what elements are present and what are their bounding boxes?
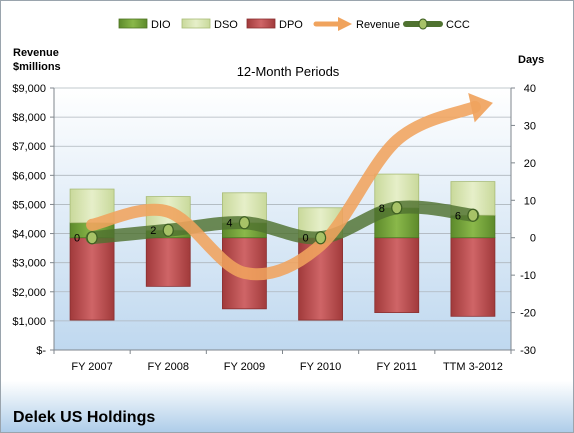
left-tick-label: $8,000 [12, 112, 46, 124]
right-tick-label: 40 [524, 83, 536, 95]
ccc-marker-4 [391, 201, 403, 215]
ccc-marker-5 [467, 208, 479, 222]
left-tick-label: $7,000 [12, 141, 46, 153]
legend-label-ccc: CCC [446, 19, 470, 31]
left-tick-label: $9,000 [12, 83, 46, 95]
legend-label-dio: DIO [151, 19, 171, 31]
right-tick-label: 0 [530, 233, 536, 245]
left-tick-label: $4,000 [12, 229, 46, 241]
ccc-data-label-3: 0 [303, 233, 309, 245]
left-tick-label: $3,000 [12, 258, 46, 270]
ccc-marker-0 [86, 231, 98, 245]
ccc-data-label-1: 2 [150, 225, 156, 237]
left-tick-label: $- [36, 345, 46, 357]
company-name: Delek US Holdings [13, 409, 155, 426]
ccc-data-label-2: 4 [226, 218, 232, 230]
series-lines: 0 2 4 0 8 6 [74, 93, 493, 281]
ccc-marker-1 [162, 223, 174, 237]
legend: DIO DSO DPO Revenue CCC [118, 17, 470, 31]
ccc-data-label-4: 8 [379, 203, 385, 215]
right-tick-label: 10 [524, 195, 536, 207]
bottom-band [1, 381, 573, 432]
legend-label-dpo: DPO [279, 19, 303, 31]
left-tick-label: $5,000 [12, 199, 46, 211]
legend-marker-ccc [418, 18, 428, 30]
revenue-arrowhead [468, 93, 493, 123]
ccc-marker-3 [314, 231, 327, 245]
right-tick-label: -20 [520, 308, 536, 320]
bar-dpo-5 [450, 237, 496, 317]
legend-swatch-dpo [246, 18, 276, 29]
revenue-line [86, 100, 481, 281]
ccc-data-label-5: 6 [455, 210, 461, 222]
x-tick-label: FY 2007 [71, 361, 112, 373]
right-axis-title: Days [518, 54, 544, 66]
right-tick-label: -30 [520, 345, 536, 357]
legend-label-dso: DSO [214, 19, 238, 31]
x-tick-label: FY 2009 [224, 361, 265, 373]
legend-label-revenue: Revenue [356, 19, 400, 31]
left-axis-title-line2: $millions [13, 61, 61, 73]
ccc-marker-2 [238, 216, 251, 230]
x-tick-label: FY 2010 [300, 361, 341, 373]
x-tick-label: TTM 3-2012 [443, 361, 503, 373]
left-tick-label: $1,000 [12, 316, 46, 328]
left-tick-label: $2,000 [12, 287, 46, 299]
x-tick-label: FY 2011 [376, 361, 417, 373]
bar-dpo-4 [374, 237, 420, 313]
right-tick-label: 20 [524, 158, 536, 170]
ccc-data-label-0: 0 [74, 233, 80, 245]
left-tick-label: $6,000 [12, 170, 46, 182]
legend-swatch-dso [181, 18, 211, 29]
chart-title: 12-Month Periods [237, 64, 340, 79]
right-tick-label: 30 [524, 120, 536, 132]
right-tick-label: -10 [520, 270, 536, 282]
left-axis-title-line1: Revenue [13, 47, 59, 59]
bar-dpo-0 [69, 237, 115, 321]
bar-dpo-1 [145, 237, 191, 287]
axes: $- $1,000 $2,000 $3,000 $4,000 $5,000 $6,000 $7… [12, 83, 536, 373]
x-tick-label: FY 2008 [148, 361, 189, 373]
legend-swatch-dio [118, 18, 148, 29]
legend-arrowhead-revenue [338, 17, 352, 31]
